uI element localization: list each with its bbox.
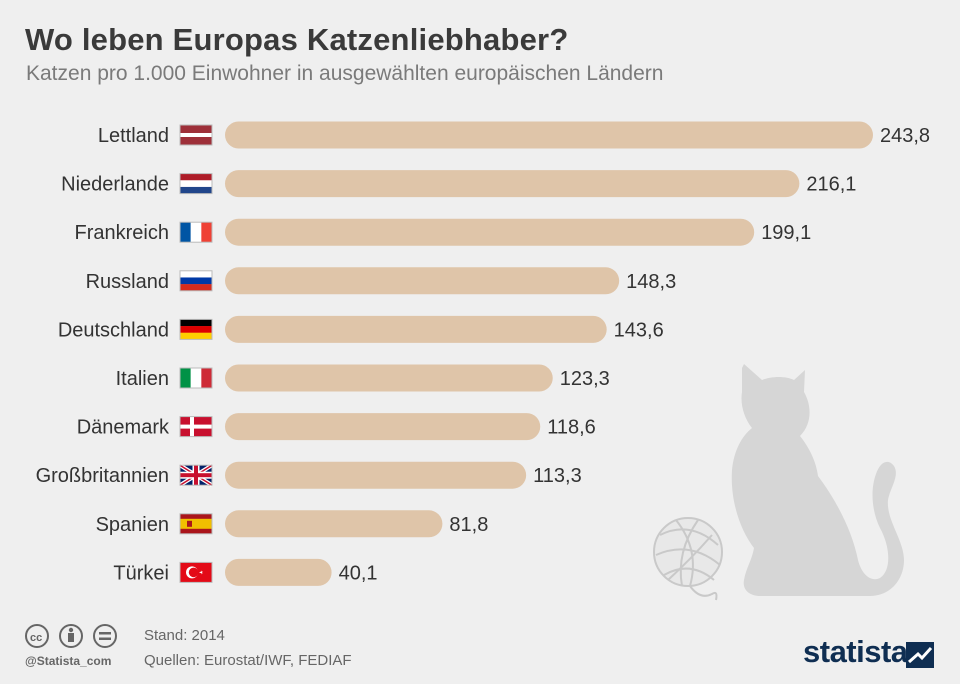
bar <box>225 461 527 489</box>
category-label: Großbritannien <box>36 465 169 487</box>
turkey-flag-icon <box>179 561 213 583</box>
value-label: 123,3 <box>560 368 610 390</box>
bar <box>225 170 800 198</box>
value-label: 118,6 <box>547 417 596 439</box>
france-flag-icon <box>179 221 213 243</box>
bar <box>225 364 553 392</box>
cc-icon <box>25 624 49 648</box>
value-label: 243,8 <box>880 125 930 147</box>
bar <box>225 218 755 246</box>
category-label: Dänemark <box>77 417 170 439</box>
value-label: 216,1 <box>806 174 856 196</box>
bar <box>225 315 607 343</box>
category-label: Frankreich <box>75 222 169 244</box>
category-label: Türkei <box>113 562 169 584</box>
yarn-ball-icon <box>653 517 723 601</box>
netherlands-flag-icon <box>179 173 213 195</box>
uk-flag-icon <box>178 463 214 487</box>
spain-flag-icon <box>179 513 213 535</box>
bar <box>225 121 873 149</box>
statista-logo[interactable]: statista <box>803 634 908 669</box>
chart-title: Wo leben Europas Katzenliebhaber? <box>25 22 569 57</box>
category-label: Russland <box>86 271 169 293</box>
value-label: 40,1 <box>339 562 378 584</box>
value-label: 143,6 <box>614 319 664 341</box>
value-label: 148,3 <box>626 271 676 293</box>
svg-text:cc: cc <box>30 632 42 644</box>
bar <box>225 413 541 441</box>
stand-note: Stand: 2014 <box>144 627 225 644</box>
bar <box>225 558 332 586</box>
category-label: Niederlande <box>61 174 169 196</box>
bar <box>225 510 443 538</box>
statista-handle[interactable]: @Statista_com <box>25 654 112 668</box>
russia-flag-icon <box>179 270 213 292</box>
chart-subtitle: Katzen pro 1.000 Einwohner in ausgewählt… <box>26 62 664 85</box>
italy-flag-icon <box>179 367 213 389</box>
statista-logo-icon <box>906 642 934 668</box>
value-label: 199,1 <box>761 222 811 244</box>
attribution-icon <box>59 624 83 648</box>
category-label: Lettland <box>98 125 169 147</box>
latvia-flag-icon <box>179 124 213 146</box>
denmark-flag-icon <box>179 416 213 438</box>
category-label: Spanien <box>96 514 169 536</box>
noderivs-icon <box>93 624 117 648</box>
value-label: 81,8 <box>449 514 488 536</box>
category-label: Italien <box>116 368 169 390</box>
category-label: Deutschland <box>58 319 169 341</box>
sources-note: Quellen: Eurostat/IWF, FEDIAF <box>144 652 352 669</box>
bar <box>225 267 620 295</box>
creative-commons-icons: cc <box>25 624 117 648</box>
value-label: 113,3 <box>533 465 582 487</box>
germany-flag-icon <box>179 318 213 340</box>
